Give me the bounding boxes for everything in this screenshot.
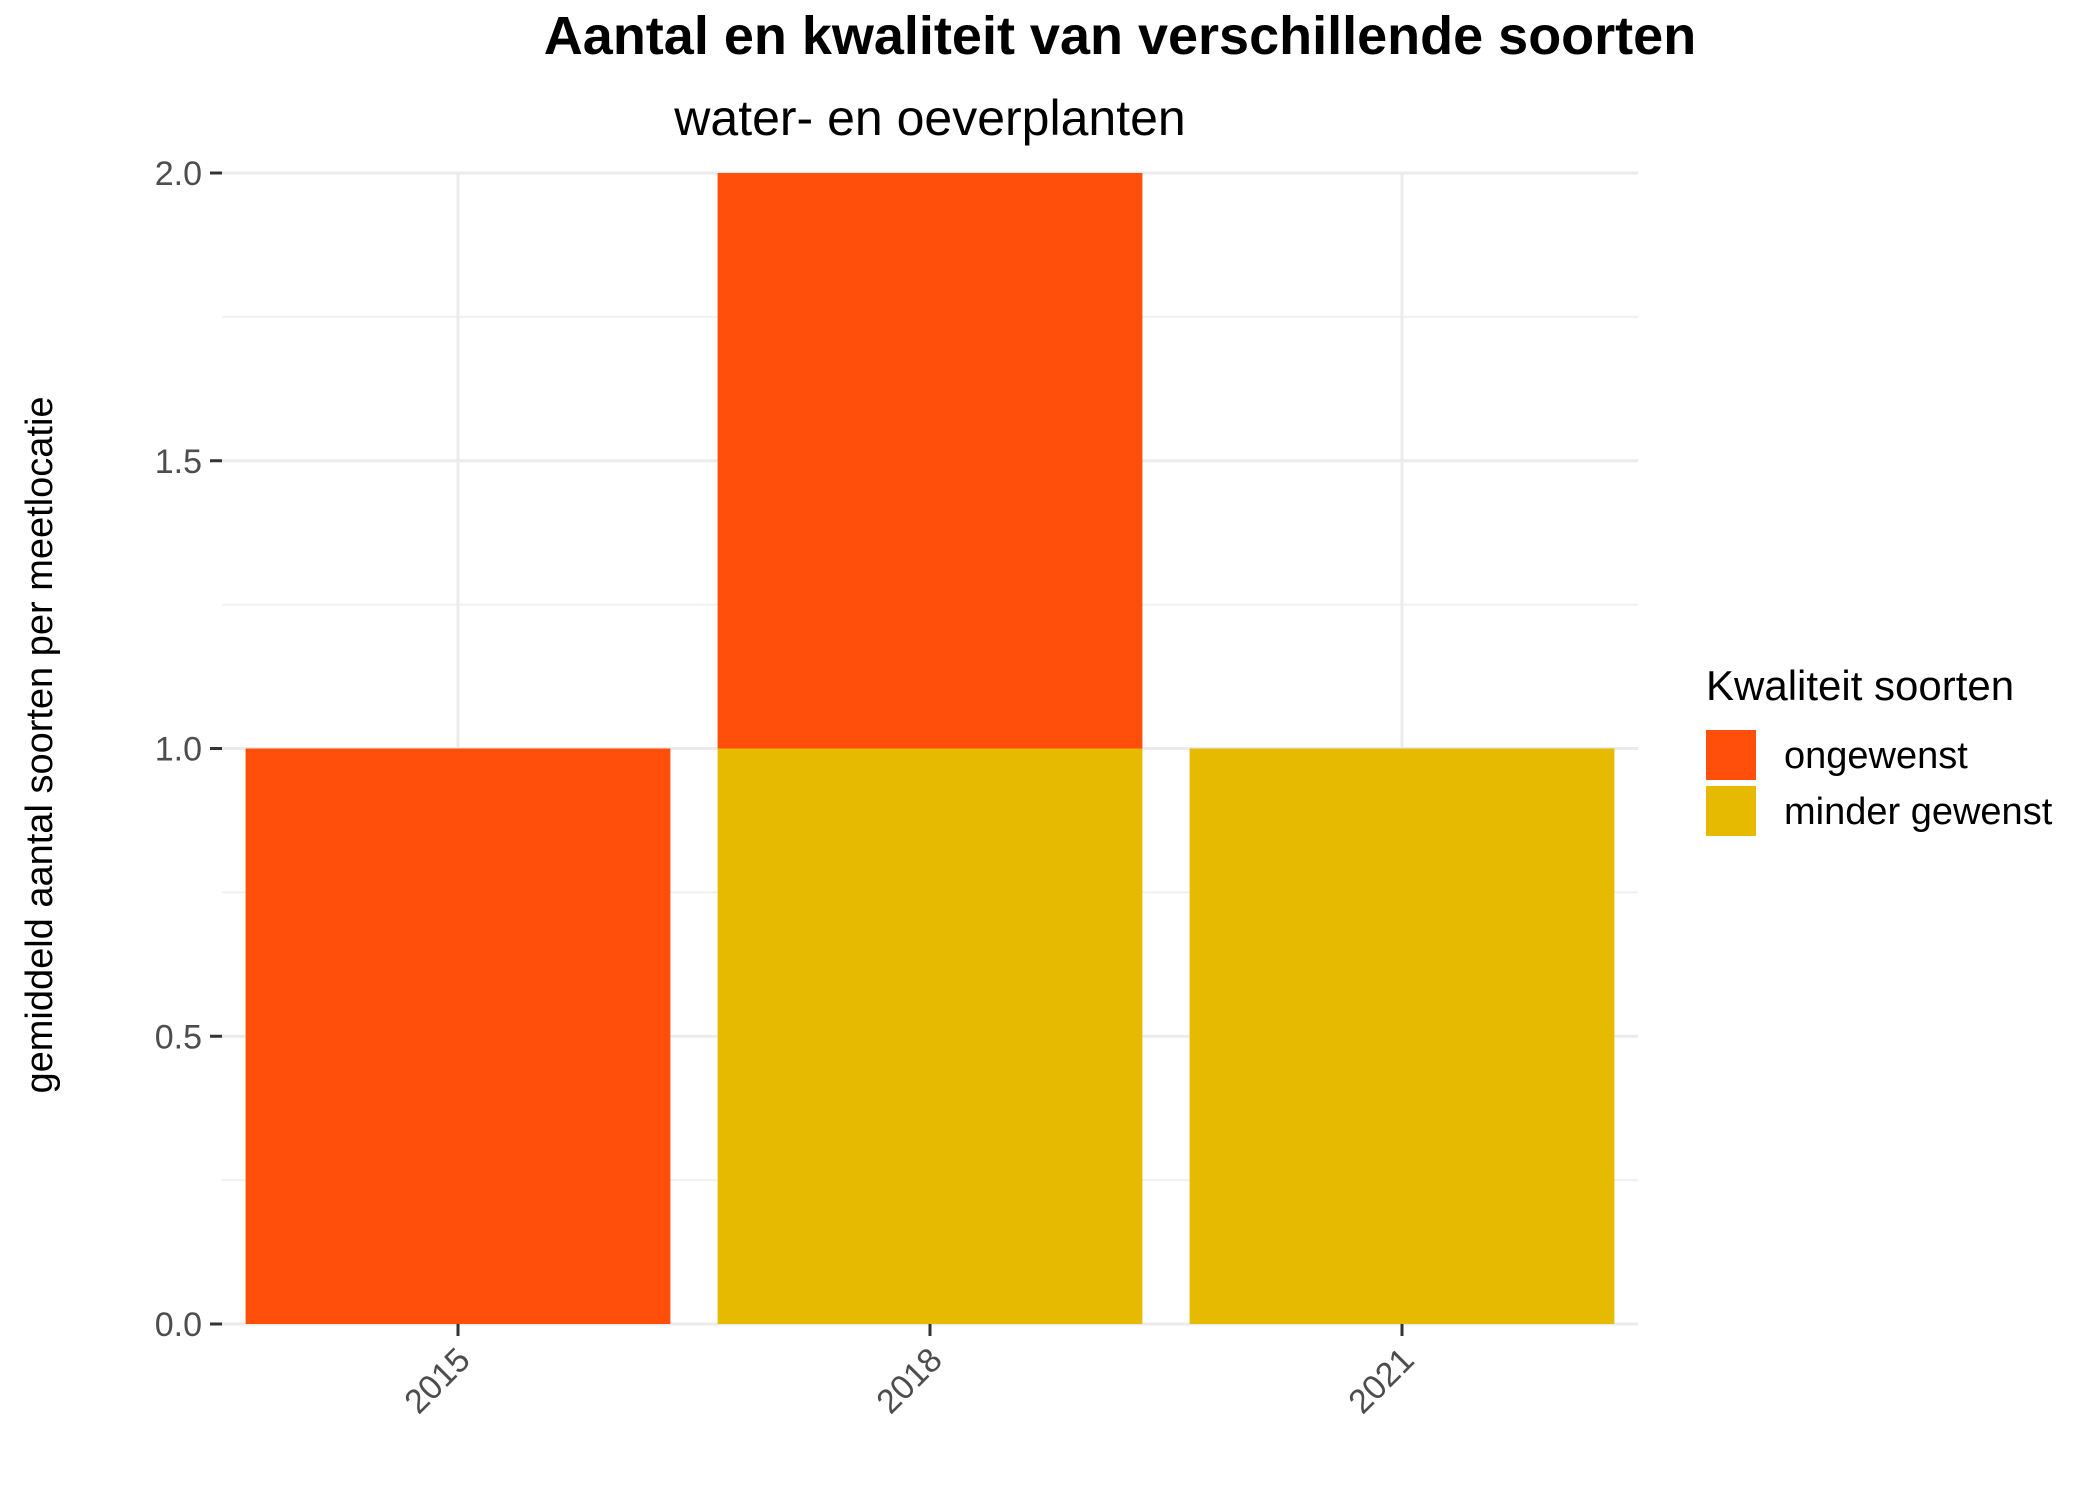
- x-tick-label: 2018: [869, 1341, 949, 1421]
- y-tick-label: 0.5: [155, 1018, 202, 1056]
- y-axis: 0.0 0.5 1.0 1.5 2.0: [155, 155, 222, 1344]
- x-tick-label: 2021: [1341, 1341, 1421, 1421]
- legend-items: ongewenst minder gewenst: [1706, 730, 2053, 836]
- bar-2015-ongewenst: [245, 748, 671, 1324]
- plot-area: 0.0 0.5 1.0 1.5 2.0 2015 2018 2021: [155, 155, 1638, 1421]
- bar-2021-minder-gewenst: [1189, 748, 1615, 1324]
- legend-swatch: [1706, 730, 1756, 780]
- y-tick-label: 1.0: [155, 731, 202, 769]
- bar-2018-ongewenst: [717, 173, 1143, 749]
- chart-subtitle: water- en oeverplanten: [673, 90, 1185, 146]
- y-tick-label: 1.5: [155, 443, 202, 481]
- legend-label: ongewenst: [1784, 735, 1968, 777]
- chart-title: Aantal en kwaliteit van verschillende so…: [544, 6, 1696, 66]
- x-tick-label: 2015: [397, 1341, 477, 1421]
- y-tick-label: 2.0: [155, 155, 202, 193]
- bars: [245, 173, 1615, 1324]
- legend-title: Kwaliteit soorten: [1706, 662, 2014, 709]
- legend: Kwaliteit soorten ongewenst minder gewens…: [1706, 662, 2053, 836]
- legend-swatch: [1706, 786, 1756, 836]
- y-tick-label: 0.0: [155, 1306, 202, 1344]
- y-axis-label: gemiddeld aantal soorten per meetlocatie: [19, 396, 61, 1093]
- legend-label: minder gewenst: [1784, 791, 2053, 833]
- x-axis: 2015 2018 2021: [397, 1324, 1422, 1421]
- bar-2018-minder-gewenst: [717, 748, 1143, 1324]
